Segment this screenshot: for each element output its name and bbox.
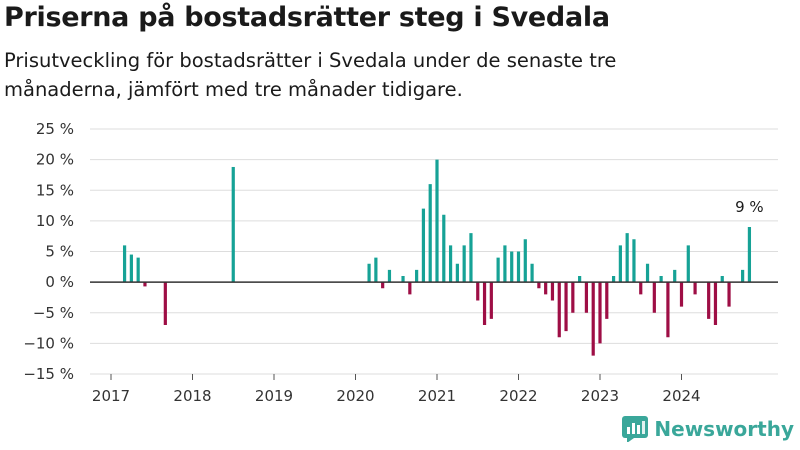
x-tick-label: 2024 <box>662 387 700 405</box>
bar <box>482 282 487 325</box>
x-axis: 2017 2018 2019 2020 2021 2022 2023 2024 <box>92 374 701 405</box>
bar <box>550 282 555 301</box>
bar <box>415 269 419 283</box>
bar <box>136 257 140 283</box>
chart-subtitle: Prisutveckling för bostadsrätter i Sveda… <box>4 49 617 101</box>
bar <box>707 282 711 319</box>
bar <box>523 239 527 283</box>
newsworthy-brand: Newsworthy <box>622 416 794 442</box>
y-tick-label: 15 % <box>36 181 74 199</box>
bar <box>639 282 643 295</box>
y-tick-label: 25 % <box>36 120 74 138</box>
bar <box>557 282 561 338</box>
y-tick-label: 20 % <box>36 151 74 169</box>
bar <box>720 276 724 283</box>
bar <box>381 282 385 289</box>
bar <box>659 276 663 283</box>
bar <box>727 282 731 307</box>
bar <box>503 245 507 283</box>
bar <box>747 227 752 283</box>
bar <box>428 184 432 283</box>
y-tick-label: −10 % <box>23 334 74 352</box>
x-tick-label: 2022 <box>499 387 537 405</box>
x-tick-label: 2018 <box>173 387 211 405</box>
y-tick-label: 10 % <box>36 212 74 230</box>
bar <box>618 245 622 283</box>
bar <box>625 233 629 283</box>
y-tick-label: −5 % <box>33 304 74 322</box>
bar <box>652 282 656 313</box>
y-tick-label: 5 % <box>45 243 74 261</box>
bar <box>462 245 466 283</box>
bar <box>679 282 684 307</box>
annotations: 9 % <box>735 198 764 216</box>
bar <box>401 276 405 283</box>
bar <box>666 282 670 338</box>
last-value-annotation: 9 % <box>735 198 764 216</box>
bar <box>686 245 690 283</box>
bar <box>564 282 568 332</box>
x-tick-label: 2017 <box>92 387 130 405</box>
bar <box>571 282 575 313</box>
bar <box>537 282 541 289</box>
bar <box>605 282 609 319</box>
x-tick-label: 2020 <box>336 387 374 405</box>
bar <box>530 263 534 283</box>
bar <box>448 245 453 283</box>
x-tick-label: 2023 <box>581 387 619 405</box>
bar <box>387 269 392 283</box>
bar <box>122 245 127 283</box>
bar <box>741 269 745 283</box>
bar <box>435 159 439 283</box>
bar <box>231 166 235 283</box>
x-tick-label: 2021 <box>418 387 456 405</box>
bar <box>367 263 371 283</box>
bar <box>591 282 595 356</box>
bar <box>489 282 493 319</box>
bar <box>598 282 602 344</box>
bar <box>455 263 459 283</box>
bar <box>611 276 616 283</box>
bar <box>163 282 167 325</box>
bar <box>510 251 514 283</box>
y-tick-label: −15 % <box>23 365 74 383</box>
bar <box>584 282 589 313</box>
bar <box>408 282 412 295</box>
grid-lines <box>90 128 778 375</box>
bar <box>469 233 473 283</box>
bar <box>476 282 480 301</box>
bar <box>693 282 697 295</box>
newsworthy-logo-icon <box>622 416 649 442</box>
bar <box>713 282 718 325</box>
y-axis: 25 % 20 % 15 % 10 % 5 % 0 % −5 % −10 % −15 % <box>23 120 74 383</box>
bar <box>673 269 677 283</box>
bar <box>645 263 650 283</box>
bar <box>129 254 133 283</box>
bar <box>516 251 521 283</box>
x-tick-label: 2019 <box>255 387 293 405</box>
bar <box>421 208 426 283</box>
bar <box>544 282 548 295</box>
bar <box>578 276 582 283</box>
bar <box>632 239 636 283</box>
chart-title: Priserna på bostadsrätter steg i Svedala <box>4 2 610 33</box>
bar <box>374 257 378 283</box>
y-tick-label: 0 % <box>45 273 74 291</box>
bar <box>442 214 446 283</box>
bar <box>496 257 500 283</box>
bar <box>143 282 147 287</box>
brand-name: Newsworthy <box>654 417 794 441</box>
bars <box>122 159 752 356</box>
